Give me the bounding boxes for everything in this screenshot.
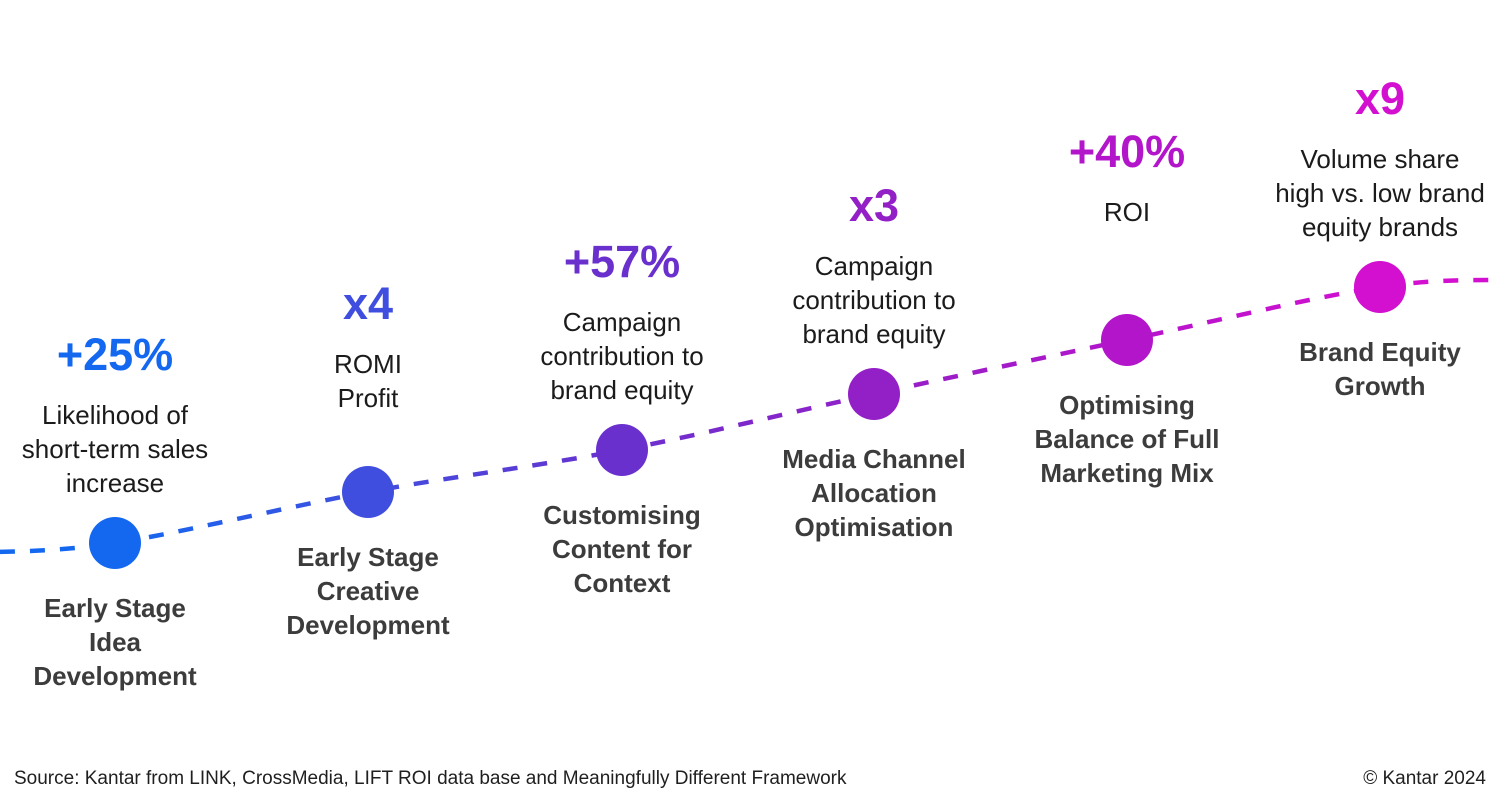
journey-step: +25% Likelihood of short-term sales incr… xyxy=(0,330,255,750)
stage-label: Brand Equity Growth xyxy=(1299,337,1461,401)
stat-value: x9 xyxy=(1354,73,1406,124)
data-point-dot xyxy=(89,517,141,569)
journey-step: x4 ROMI Profit Early Stage Creative Deve… xyxy=(228,279,508,699)
copyright-text: © Kantar 2024 xyxy=(1363,768,1486,789)
journey-step: +40% ROI Optimising Balance of Full Mark… xyxy=(987,127,1267,547)
journey-step: x9 Volume share high vs. low brand equit… xyxy=(1240,74,1500,494)
metric-description: Campaign contribution to brand equity xyxy=(792,251,956,349)
stage-label: Media Channel Allocation Optimisation xyxy=(782,444,966,542)
journey-step: +57% Campaign contribution to brand equi… xyxy=(482,237,762,657)
dashed-trend-line xyxy=(0,277,1500,555)
stage-label: Customising Content for Context xyxy=(543,500,701,598)
stat-value: +25% xyxy=(56,329,174,380)
metric-description: Campaign contribution to brand equity xyxy=(540,307,704,405)
stat-value: +57% xyxy=(563,236,681,287)
data-point-dot xyxy=(1101,314,1153,366)
metric-description: ROI xyxy=(1103,197,1151,227)
stat-value: +40% xyxy=(1068,126,1186,177)
data-point-dot xyxy=(342,466,394,518)
stat-value: x3 xyxy=(848,180,900,231)
data-point-dot xyxy=(596,424,648,476)
journey-step: x3 Campaign contribution to brand equity… xyxy=(734,181,1014,601)
data-point-dot xyxy=(1354,261,1406,313)
metric-description: Volume share high vs. low brand equity b… xyxy=(1275,144,1485,242)
stage-label: Early Stage Idea Development xyxy=(33,593,197,691)
stage-label: Early Stage Creative Development xyxy=(286,542,450,640)
source-text: Source: Kantar from LINK, CrossMedia, LI… xyxy=(14,768,847,789)
metric-description: ROMI Profit xyxy=(334,349,402,413)
stat-value: x4 xyxy=(342,278,394,329)
data-point-dot xyxy=(848,368,900,420)
stage-label: Optimising Balance of Full Marketing Mix xyxy=(1034,390,1220,488)
footer: Source: Kantar from LINK, CrossMedia, LI… xyxy=(0,768,1500,790)
metric-description: Likelihood of short-term sales increase xyxy=(21,400,209,498)
